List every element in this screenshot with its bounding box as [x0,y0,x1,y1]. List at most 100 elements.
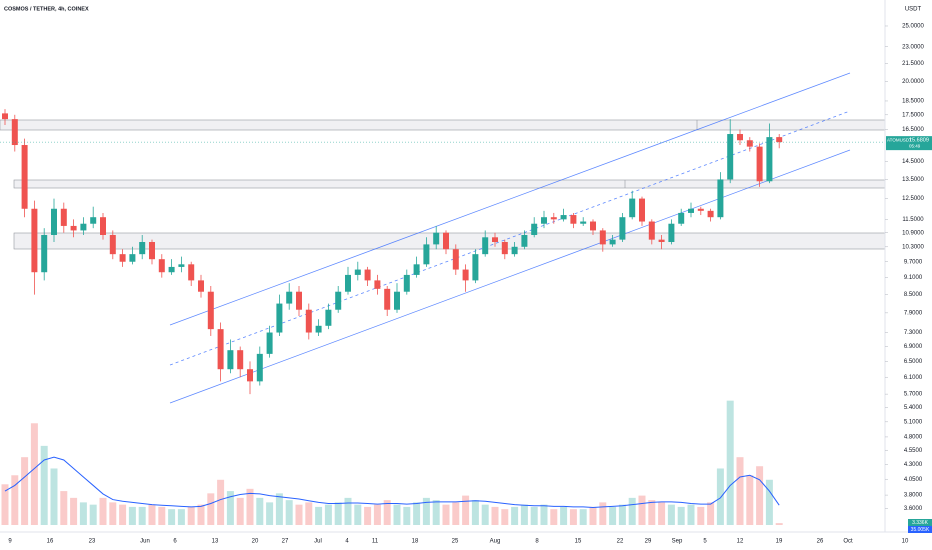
volume-bar [305,502,313,525]
volume-bar [540,504,548,525]
candle-body [776,137,783,143]
candle-body [590,221,596,231]
volume-bar [403,506,411,525]
volume-bar [501,509,509,525]
volume-bar [119,504,127,525]
x-tick-label: 13 [212,539,219,545]
volume-bar [373,504,381,525]
volume-bar [491,506,499,525]
candle-body [727,134,734,180]
candle-body [619,217,626,240]
y-tick-label: 6.9000 [904,344,923,350]
candle-body [158,259,165,273]
price-layer [0,109,885,395]
candle-body [697,208,704,211]
volume-bar [354,504,362,525]
volume-bar [520,504,528,525]
candle-body [21,145,28,209]
y-tick-label: 13.5000 [902,177,924,183]
candle-body [413,264,420,275]
candle-body [609,239,616,245]
x-tick-label: 8 [535,539,539,545]
volume-bar [158,506,166,525]
volume-bar [334,502,342,525]
y-tick-label: 16.5000 [902,127,924,133]
volume-bar [187,506,195,525]
candle-body [482,237,489,255]
candle-body [354,269,361,275]
y-tick-label: 4.0500 [904,477,923,483]
candle-body [217,329,224,370]
volume-bar [648,500,656,525]
volume-bar [177,509,185,525]
candle-body [256,353,263,382]
candle-body [266,332,273,354]
y-tick-label: 23.0000 [902,44,924,50]
volume-bar [236,497,244,525]
symbol-label: ATOMUSDT [887,137,912,142]
volume-bar [315,506,323,525]
candle-body [629,198,636,218]
candle-body [492,237,498,243]
volume-bar [511,506,519,525]
x-tick-label: 23 [89,539,96,545]
y-tick-label: 3.8000 [904,493,923,499]
volume-bar [550,509,558,525]
volume-bar [70,497,78,525]
volume-bar [599,502,607,525]
x-tick-label: 15 [575,539,582,545]
candle-body [70,225,77,231]
x-tick-label: 20 [252,539,259,545]
candle-body [580,221,587,224]
candle-body [51,208,57,235]
volume-bar [324,504,332,525]
y-tick-label: 9.1000 [904,275,923,281]
x-tick-label: 26 [817,539,824,545]
volume-bar [687,504,695,525]
candle-body [658,239,665,243]
volume-bar [226,491,234,525]
volume-bar [422,497,430,525]
volume-bar [746,475,754,525]
volume-bar [295,504,303,525]
candle-body [247,369,253,382]
candle-body [31,208,38,273]
x-tick-label: 25 [452,539,459,545]
x-tick-label: 19 [776,539,783,545]
volume-bar [452,502,460,525]
y-tick-label: 25.0000 [902,24,924,30]
y-tick-label: 4.3000 [904,462,923,468]
candle-body [511,246,518,255]
volume-bar [481,504,489,525]
volume-bar [364,506,372,525]
volume-bar [197,504,205,525]
candle-body [541,217,547,224]
y-tick-label: 4.5500 [904,448,923,454]
volume-ma-label: 35.005K [911,527,930,533]
y-tick-label: 12.5000 [902,196,924,202]
candle-body [433,232,440,245]
volume-bar [658,502,666,525]
volume-bar [11,475,19,525]
x-tick-label: 9 [8,539,12,545]
candle-body [756,146,763,182]
volume-bar [285,500,293,525]
candle-body [315,325,322,333]
y-tick-label: 10.3000 [902,244,924,250]
candle-body [296,291,302,310]
volume-bar [618,504,626,525]
candle-body [707,210,714,218]
candle-body [364,269,371,281]
candle-body [570,215,577,224]
candle-body [129,254,136,262]
volume-bar [707,502,715,525]
volume-bar [530,506,538,525]
volume-bar [1,484,9,525]
y-tick-label: 5.1000 [904,419,923,425]
candle-body [423,244,430,265]
candle-body [60,208,67,226]
x-tick-label: Sep [672,539,683,545]
candle-body [501,242,508,255]
